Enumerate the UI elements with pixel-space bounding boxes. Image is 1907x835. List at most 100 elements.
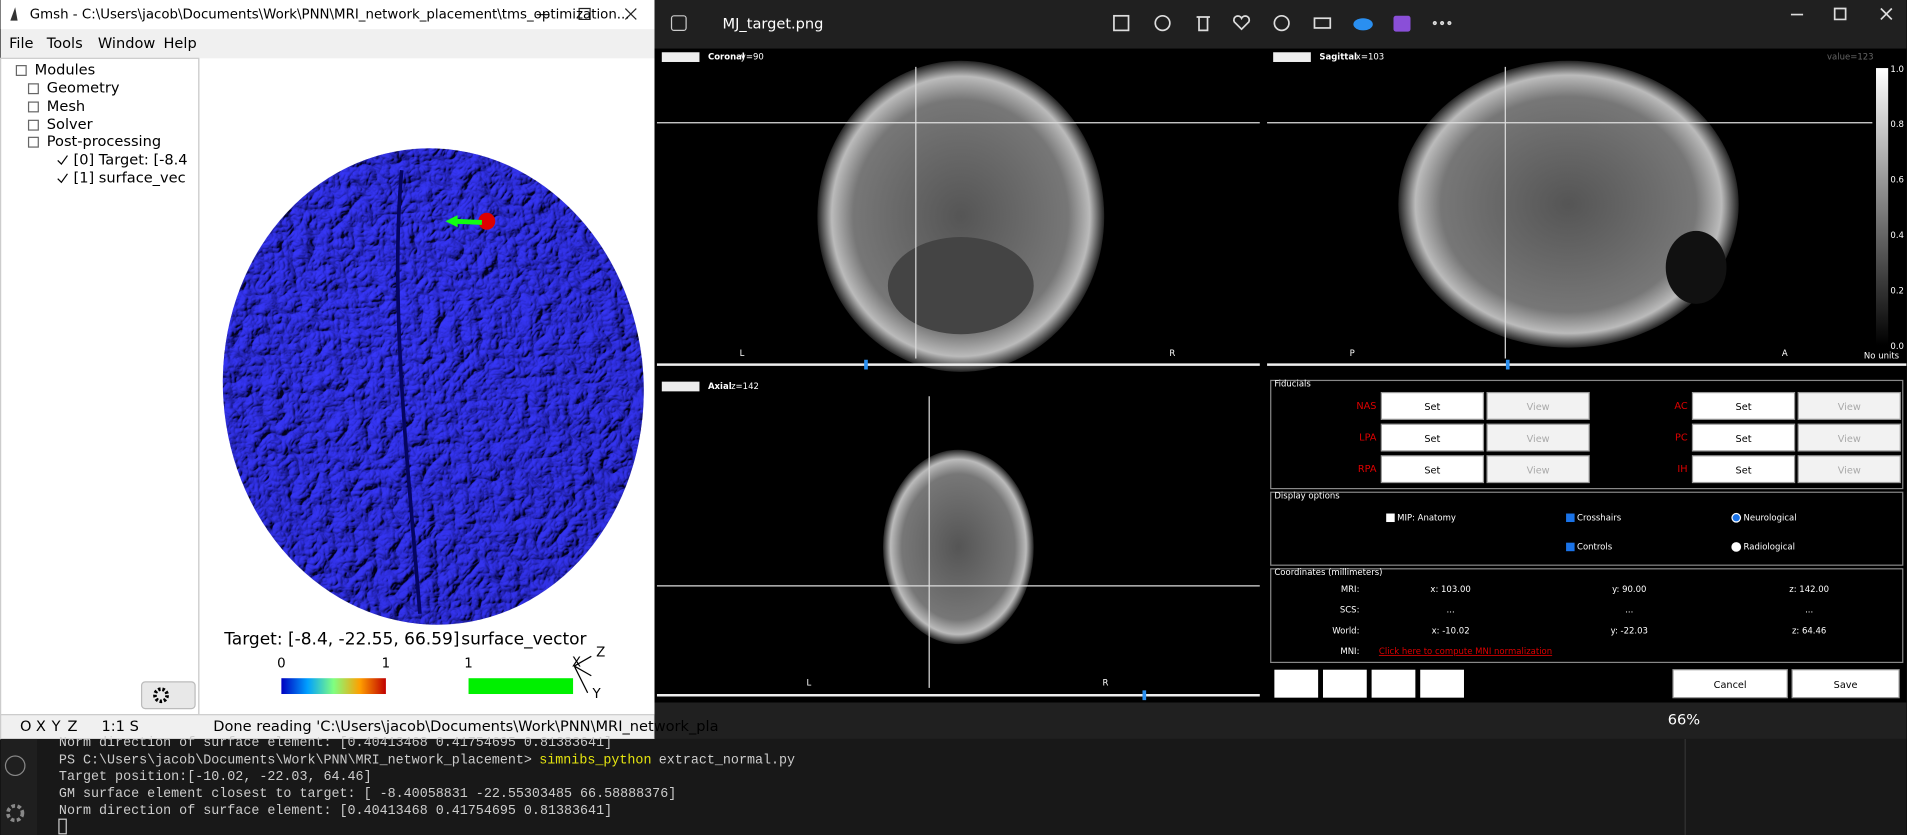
panel-toggle[interactable]	[661, 381, 700, 392]
button-label[interactable]: View	[1527, 465, 1550, 476]
tree-item[interactable]: Mesh	[47, 98, 85, 115]
button-label[interactable]: Set	[1424, 402, 1440, 413]
button[interactable]	[1380, 391, 1485, 420]
button-label[interactable]: Save	[1834, 680, 1858, 691]
button[interactable]	[1380, 455, 1485, 484]
group-title: Coordinates (millimeters)	[1274, 568, 1382, 578]
button[interactable]	[1691, 455, 1796, 484]
button[interactable]	[1797, 423, 1901, 452]
photo-icon[interactable]	[670, 15, 687, 31]
checkbox[interactable]	[1566, 542, 1575, 552]
button-label[interactable]: Set	[1424, 465, 1440, 476]
button[interactable]	[1486, 455, 1590, 484]
tree-item[interactable]: Post-processing	[47, 133, 161, 150]
terminal-line: Norm direction of surface element: [0.40…	[59, 804, 612, 819]
option-label[interactable]: Neurological	[1744, 513, 1797, 523]
checkbox[interactable]	[1386, 513, 1395, 523]
slider-handles[interactable]	[864, 359, 1510, 701]
arguments: extract_normal.py	[659, 753, 795, 768]
settings-icon[interactable]	[6, 804, 25, 823]
account-icon[interactable]	[4, 755, 26, 777]
button[interactable]	[1672, 669, 1788, 699]
expander[interactable]	[15, 65, 27, 76]
button-label[interactable]: Cancel	[1714, 680, 1747, 691]
expander[interactable]	[27, 136, 39, 148]
coord-y: y: -22.03	[1611, 626, 1648, 636]
menu-item[interactable]: File	[9, 35, 33, 52]
radio[interactable]	[1731, 542, 1742, 552]
cloud-icon[interactable]	[1353, 18, 1373, 31]
view-label: Target: [-8.4, -22.55, 66.59]	[223, 629, 459, 649]
button[interactable]	[1797, 391, 1901, 420]
orientation-left: L	[740, 349, 745, 359]
command: simnibs_python	[539, 753, 651, 768]
panel-toggle[interactable]	[661, 52, 700, 62]
button-label[interactable]: View	[1838, 465, 1861, 476]
button-label[interactable]: View	[1838, 402, 1861, 413]
panel-name: Sagittal	[1319, 53, 1357, 63]
button-label[interactable]: Set	[1736, 434, 1752, 445]
toolbar-icons[interactable]	[1113, 7, 1893, 32]
status-button[interactable]: Y	[51, 718, 61, 735]
mni-link[interactable]: Click here to compute MNI normalization	[1379, 647, 1552, 657]
scale-bar	[468, 678, 574, 695]
button-label[interactable]: Set	[1736, 402, 1752, 413]
option-label[interactable]: Controls	[1577, 542, 1613, 552]
checkbox[interactable]	[57, 155, 68, 166]
status-button[interactable]: Z	[67, 718, 77, 735]
fiducial-name: RPA	[1358, 464, 1377, 475]
tree-panel	[0, 57, 200, 716]
button-label[interactable]: Set	[1424, 434, 1440, 445]
file-name: MJ_target.png	[723, 15, 824, 32]
orbit	[1665, 230, 1727, 304]
panel-name: Coronal	[708, 53, 745, 63]
scale-min: 1	[464, 657, 473, 672]
panel-toggle[interactable]	[1273, 52, 1311, 62]
button[interactable]	[1380, 423, 1485, 452]
tree-item[interactable]: Modules	[35, 61, 96, 78]
button-label[interactable]: View	[1527, 434, 1550, 445]
option-label[interactable]: MIP: Anatomy	[1397, 513, 1456, 523]
window-controls[interactable]	[536, 7, 637, 21]
button[interactable]	[1791, 669, 1900, 699]
orientation-right: A	[1782, 349, 1788, 359]
menu-item[interactable]: Help	[163, 35, 196, 52]
checkbox[interactable]	[1566, 513, 1575, 523]
slice-sliders[interactable]	[656, 363, 1907, 697]
button[interactable]	[1486, 391, 1590, 420]
radio[interactable]	[1731, 512, 1742, 523]
menu-item[interactable]: Tools	[46, 35, 83, 52]
option-label[interactable]: Crosshairs	[1577, 513, 1622, 523]
colorbar-tick: 0.2	[1890, 286, 1904, 296]
tool-buttons[interactable]	[1274, 669, 1464, 698]
menu-item[interactable]: Window	[98, 35, 156, 52]
sagittal-image	[1398, 60, 1739, 348]
terminal-line: GM surface element closest to target: [ …	[59, 787, 676, 802]
button[interactable]	[1691, 423, 1796, 452]
checkbox[interactable]	[57, 173, 68, 184]
button[interactable]	[1797, 455, 1901, 484]
button-label[interactable]: Set	[1736, 465, 1752, 476]
colorbar-tick: 0.8	[1890, 120, 1904, 130]
tree-item[interactable]: Solver	[47, 116, 93, 133]
button[interactable]	[1691, 391, 1796, 420]
status-button[interactable]: X	[36, 718, 46, 735]
expander[interactable]	[27, 119, 39, 131]
button[interactable]	[1486, 423, 1590, 452]
tree-item[interactable]: [1] surface_vec	[74, 170, 186, 187]
button-label[interactable]: View	[1838, 434, 1861, 445]
expander[interactable]	[27, 101, 39, 113]
tree-item[interactable]: [0] Target: [-8.4	[74, 151, 188, 168]
colorbar-tick: 0.4	[1890, 231, 1904, 241]
colorbar-tick: 0.0	[1890, 342, 1904, 352]
viewer-toolbar	[654, 0, 1907, 49]
button-label[interactable]: View	[1527, 402, 1550, 413]
status-button[interactable]: O	[20, 718, 31, 735]
expander[interactable]	[27, 83, 39, 95]
terminal	[0, 738, 1907, 835]
tree-item[interactable]: Geometry	[47, 80, 120, 97]
option-label[interactable]: Radiological	[1744, 542, 1795, 552]
view-label: surface_vector	[461, 629, 586, 649]
clipchamp-icon[interactable]	[1393, 15, 1411, 32]
slice-index: x=103	[1356, 53, 1384, 63]
